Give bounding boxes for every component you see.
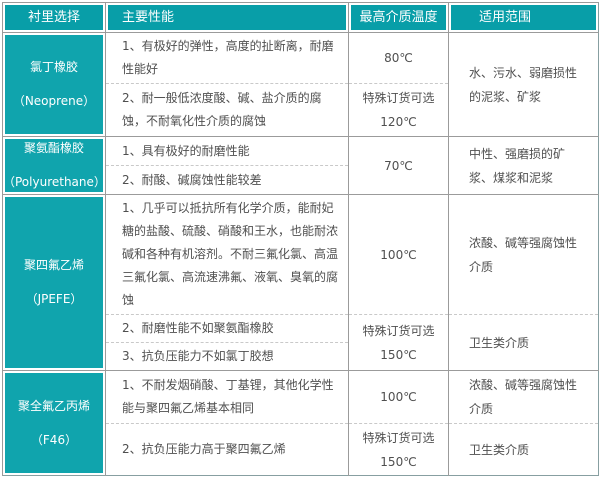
range-cell: 卫生类介质 (448, 423, 599, 476)
performance-cell: 2、抗负压能力高于聚四氟乙烯 (105, 423, 349, 476)
performance-cell: 3、抗负压能力不如氯丁胶想 (105, 342, 349, 371)
lining-cell-jpefe: 聚四氟乙烯 （JPEFE） (2, 194, 106, 371)
performance-cell: 1、具有极好的耐磨性能 (105, 136, 349, 166)
lining-code: （Polyurethane） (3, 175, 106, 189)
lining-name: 聚四氟乙烯 (23, 258, 84, 272)
table-row: 3、抗负压能力不如氯丁胶想 (3, 342, 599, 371)
range-cell: 卫生类介质 (448, 314, 599, 371)
table-header-row: 衬里选择 主要性能 最高介质温度 适用范围 (2, 2, 599, 33)
lining-cell-neoprene: 氯丁橡胶 （Neoprene） (2, 32, 106, 137)
temp-cell: 70℃ (348, 136, 449, 195)
header-performance: 主要性能 (105, 2, 349, 33)
header-range: 适用范围 (448, 2, 599, 33)
lining-name: 聚氨酯橡胶 (23, 141, 84, 155)
lining-name: 氯丁橡胶 (29, 60, 78, 74)
table-row: 聚全氟乙丙烯 （F46） 1、不耐发烟硝酸、丁基锂，其他化学性能与聚四氟乙烯基本… (2, 370, 599, 476)
range-cell: 水、污水、弱磨损性的泥浆、矿浆 (448, 32, 599, 137)
header-temperature: 最高介质温度 (348, 2, 449, 33)
lining-cell-f46: 聚全氟乙丙烯 （F46） (2, 370, 106, 476)
range-cell: 浓酸、碱等强腐蚀性介质 (448, 194, 599, 315)
performance-cell: 2、耐磨性能不如聚氨酯橡胶 (105, 314, 349, 343)
lining-name: 聚全氟乙丙烯 (17, 398, 90, 413)
table-row: 聚四氟乙烯 （JPEFE） 1、几乎可以抵抗所有化学介质，能耐妃糖的盐酸、硫酸、… (2, 194, 599, 371)
temp-cell: 特殊订货可选 120℃ (348, 83, 449, 137)
temp-cell: 100℃ (348, 194, 449, 315)
temp-cell: 100℃ (348, 370, 449, 424)
lining-code: （JPEFE） (25, 292, 83, 306)
temp-cell: 特殊订货可选 150℃ (348, 314, 449, 371)
performance-cell: 1、几乎可以抵抗所有化学介质，能耐妃糖的盐酸、硫酸、硝酸和王水，也能耐浓碱和各种… (105, 194, 349, 315)
temp-cell: 特殊订货可选 150℃ (348, 423, 449, 476)
table-row: 聚氨酯橡胶 （Polyurethane） 1、具有极好的耐磨性能 70℃ 中性、… (2, 136, 599, 195)
lining-cell-polyurethane: 聚氨酯橡胶 （Polyurethane） (2, 136, 106, 195)
table-row: 2、耐一般低浓度酸、碱、盐介质的腐蚀，不耐氧化性介质的腐蚀 特殊订货可选 120… (3, 83, 599, 137)
temp-cell: 80℃ (348, 32, 449, 84)
performance-cell: 1、不耐发烟硝酸、丁基锂，其他化学性能与聚四氟乙烯基本相同 (105, 370, 349, 424)
lining-code: （F46） (30, 432, 78, 447)
lining-code: （Neoprene） (12, 94, 96, 108)
header-lining: 衬里选择 (2, 2, 106, 33)
table-row: 2、耐酸、碱腐蚀性能较差 (3, 165, 599, 195)
performance-cell: 2、耐酸、碱腐蚀性能较差 (105, 165, 349, 195)
performance-cell: 2、耐一般低浓度酸、碱、盐介质的腐蚀，不耐氧化性介质的腐蚀 (105, 83, 349, 137)
performance-cell: 1、有极好的弹性，高度的扯断离，耐磨性能好 (105, 32, 349, 84)
range-cell: 浓酸、碱等强腐蚀性介质 (448, 370, 599, 424)
range-cell: 中性、强磨损的矿浆、煤浆和泥浆 (448, 136, 599, 195)
table-row: 2、耐磨性能不如聚氨酯橡胶 特殊订货可选 150℃ 卫生类介质 (3, 314, 599, 371)
table-row: 氯丁橡胶 （Neoprene） 1、有极好的弹性，高度的扯断离，耐磨性能好 80… (2, 32, 599, 137)
